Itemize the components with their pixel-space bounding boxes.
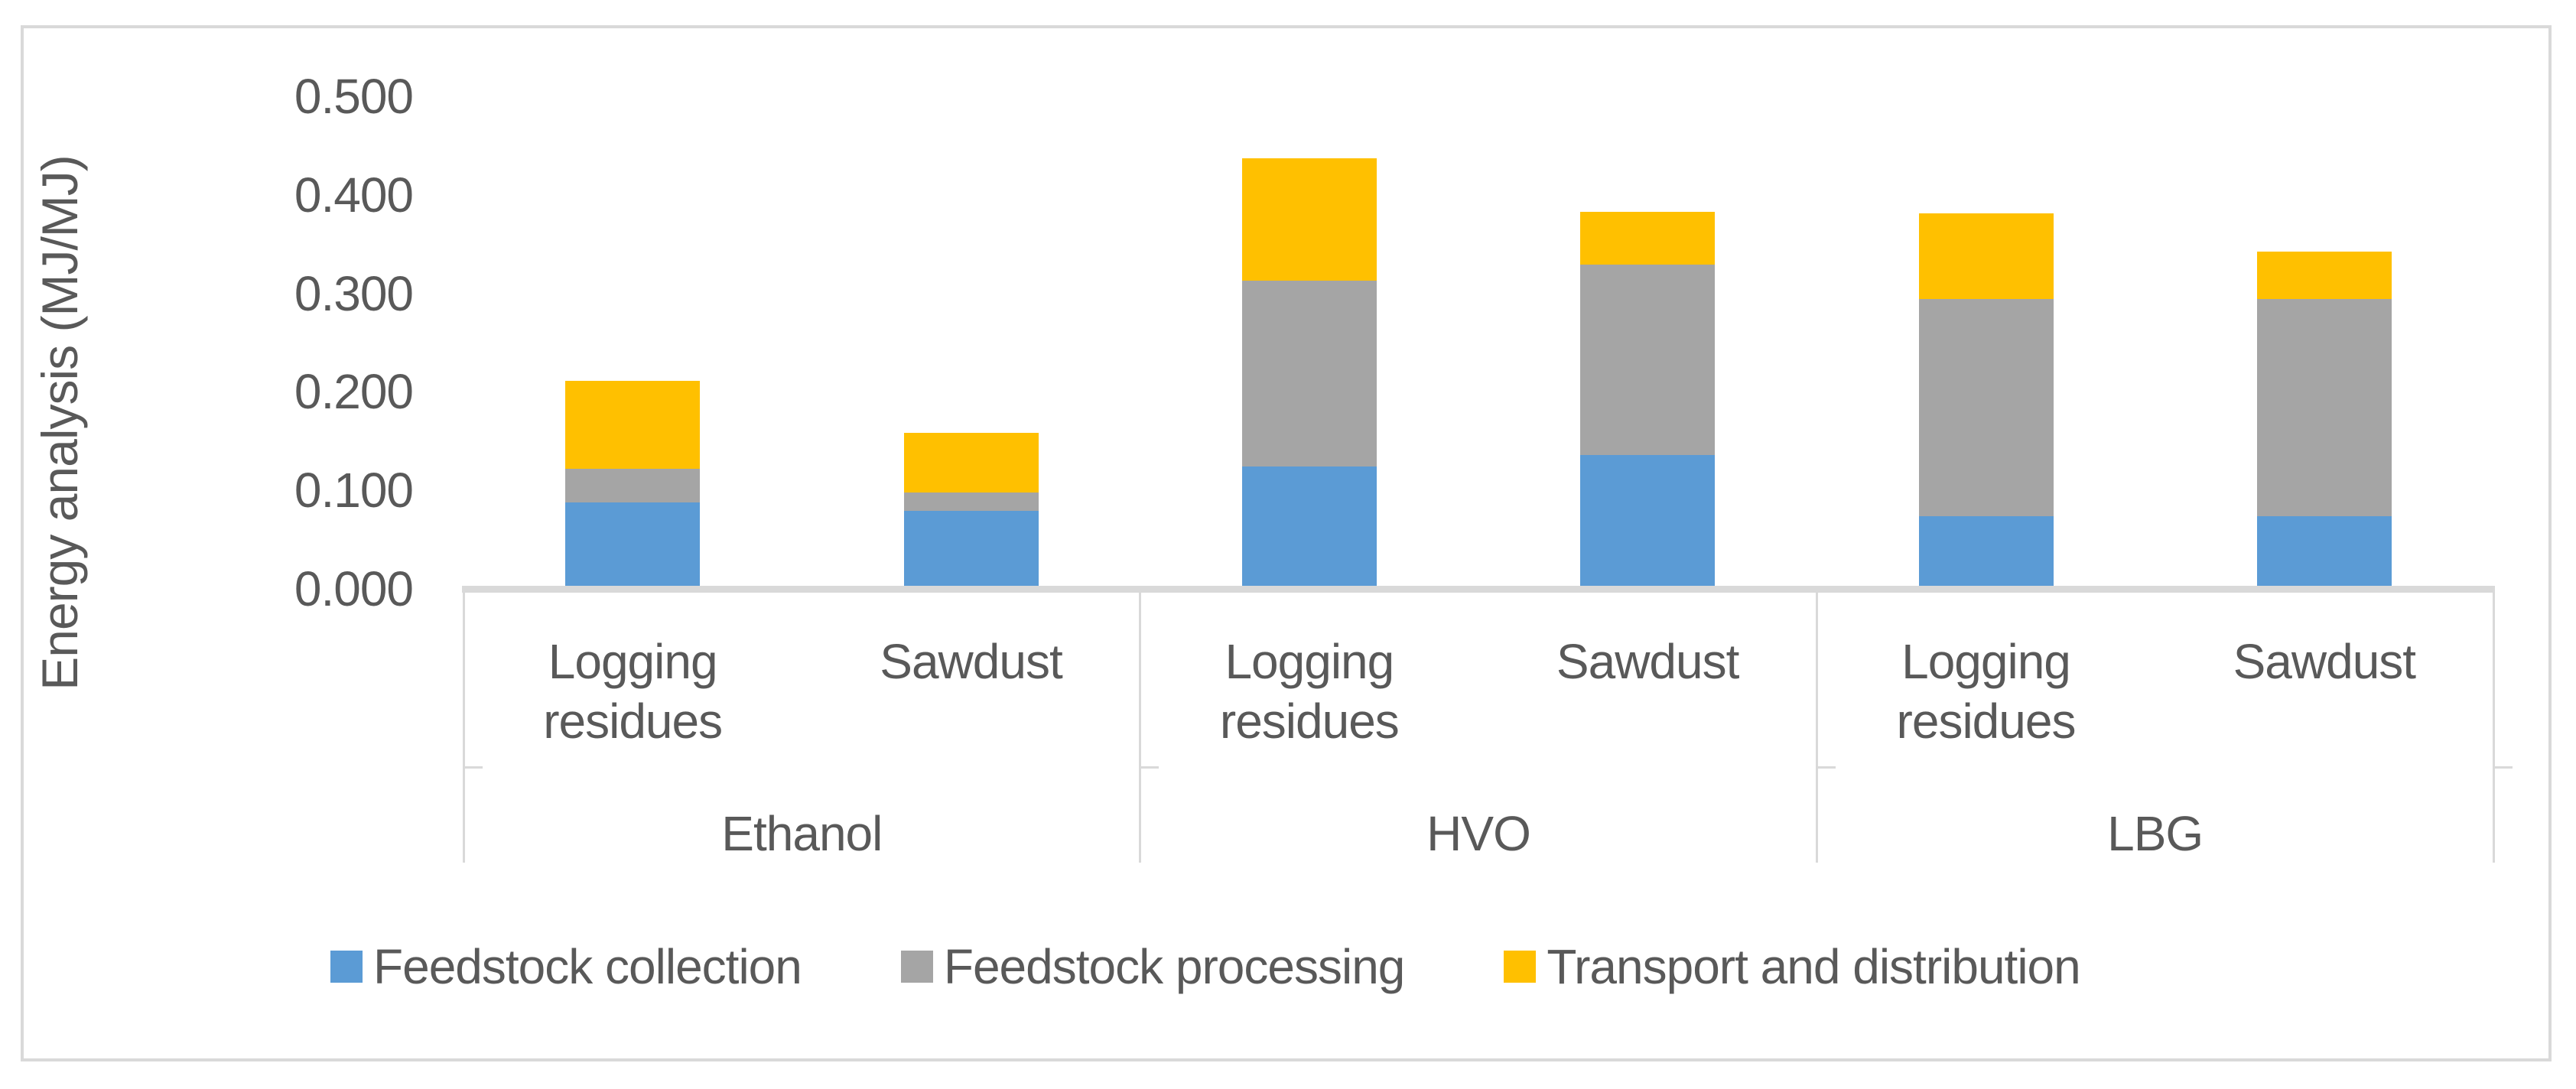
bar-segment-feedstock-collection [1580, 454, 1716, 586]
bar-segment-feedstock-processing [1241, 280, 1377, 467]
bar-segment-feedstock-collection [565, 502, 701, 586]
legend-label: Transport and distribution [1547, 939, 2080, 994]
bar-segment-feedstock-collection [2256, 515, 2392, 586]
group-label-ethanol: Ethanol [721, 806, 883, 861]
category-level-tick [2492, 766, 2513, 769]
bar-segment-feedstock-processing [1580, 265, 1716, 455]
y-axis-tick-label: 0.500 [294, 69, 414, 124]
legend-swatch-gray [900, 951, 933, 983]
category-level-tick [1139, 766, 1160, 769]
category-level-tick [1815, 766, 1836, 769]
bar-segment-transport-and-distribution [903, 433, 1039, 492]
bar-segment-transport-and-distribution [565, 381, 701, 469]
y-axis-title: Energy analysis (MJ/MJ) [31, 155, 88, 691]
y-axis-tick-label: 0.400 [294, 167, 414, 223]
y-axis-tick-label: 0.000 [294, 561, 414, 616]
category-label: Sawdust [1556, 634, 1739, 689]
bar-segment-transport-and-distribution [1918, 213, 2054, 300]
category-label: Sawdust [880, 634, 1062, 689]
bar-segment-transport-and-distribution [2256, 252, 2392, 300]
category-label: Sawdust [2233, 634, 2416, 689]
bar-segment-feedstock-processing [2256, 299, 2392, 516]
category-group-divider [1139, 593, 1142, 863]
legend-item: Feedstock collection [330, 937, 802, 996]
group-label-hvo: HVO [1426, 806, 1531, 861]
category-group-divider [1815, 593, 1818, 863]
legend-item: Transport and distribution [1504, 937, 2081, 996]
category-group-divider [2492, 593, 2495, 863]
y-axis-tick-label: 0.200 [294, 364, 414, 420]
bar-segment-feedstock-collection [1241, 466, 1377, 586]
legend-label: Feedstock collection [373, 939, 802, 994]
category-label: Logging residues [543, 634, 723, 749]
y-axis-tick-label: 0.100 [294, 463, 414, 518]
bar-segment-feedstock-processing [903, 492, 1039, 512]
legend-label: Feedstock processing [943, 939, 1406, 994]
bar-segment-transport-and-distribution [1241, 158, 1377, 281]
legend-item: Feedstock processing [900, 937, 1406, 996]
chart-legend: Feedstock collection Feedstock processing… [330, 935, 2081, 999]
legend-swatch-blue [330, 951, 363, 983]
category-axis-line [462, 586, 2495, 593]
bar-segment-feedstock-collection [903, 511, 1039, 586]
bar-segment-feedstock-processing [565, 468, 701, 502]
bar-segment-feedstock-collection [1918, 515, 2054, 586]
category-level-tick [462, 766, 483, 769]
bar-segment-feedstock-processing [1918, 299, 2054, 516]
y-axis-tick-label: 0.300 [294, 265, 414, 321]
group-label-lbg: LBG [2107, 806, 2204, 861]
category-label: Logging residues [1219, 634, 1400, 749]
category-label: Logging residues [1896, 634, 2077, 749]
legend-swatch-yellow [1504, 951, 1537, 983]
category-group-divider [462, 593, 465, 863]
bar-segment-transport-and-distribution [1580, 211, 1716, 265]
